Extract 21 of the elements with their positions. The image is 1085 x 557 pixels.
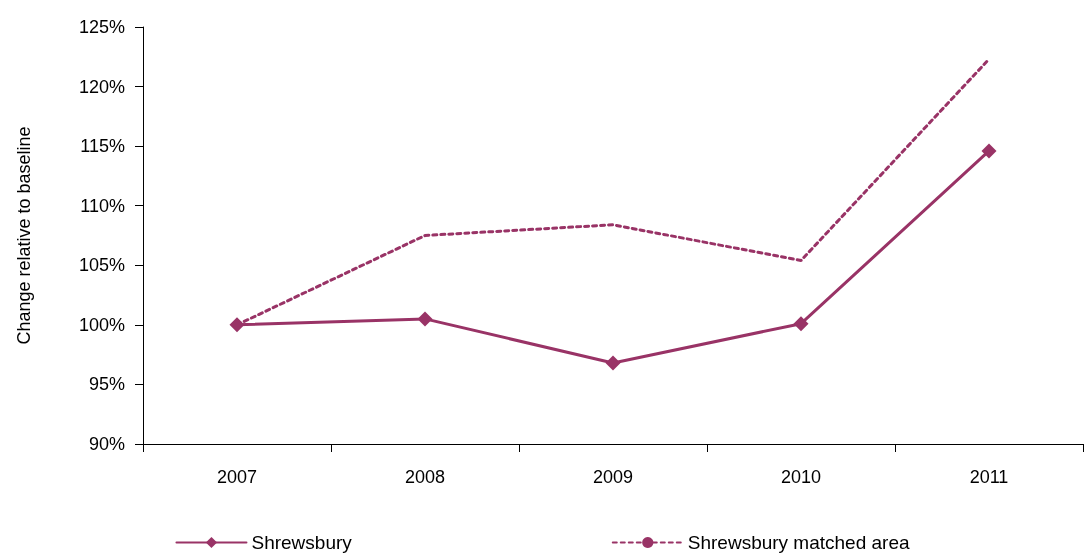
y-tick-label: 105%	[78, 255, 125, 276]
x-tick-label: 2010	[780, 467, 822, 487]
x-tick-label: 2007	[216, 467, 258, 487]
x-tick-label: 2011	[969, 467, 1009, 487]
point	[605, 355, 621, 371]
y-tick-label: 125%	[78, 17, 125, 37]
point	[981, 143, 997, 159]
point	[229, 317, 245, 333]
y-tick-label: 100%	[78, 314, 125, 335]
legend-label: Shrewsbury matched area	[687, 532, 910, 553]
y-tick-label: 90%	[88, 434, 125, 454]
y-tick-label: 115%	[80, 136, 125, 157]
y-axis-title: Change relative to baseline	[14, 126, 34, 345]
point	[417, 311, 433, 327]
y-tick-label: 110%	[80, 195, 125, 216]
x-tick-label: 2009	[592, 467, 634, 487]
y-tick-label: 120%	[78, 76, 125, 97]
point	[793, 316, 809, 332]
x-tick-label: 2008	[404, 467, 446, 487]
y-tick-label: 95%	[88, 374, 125, 395]
legend-label: Shrewsbury	[251, 532, 353, 553]
